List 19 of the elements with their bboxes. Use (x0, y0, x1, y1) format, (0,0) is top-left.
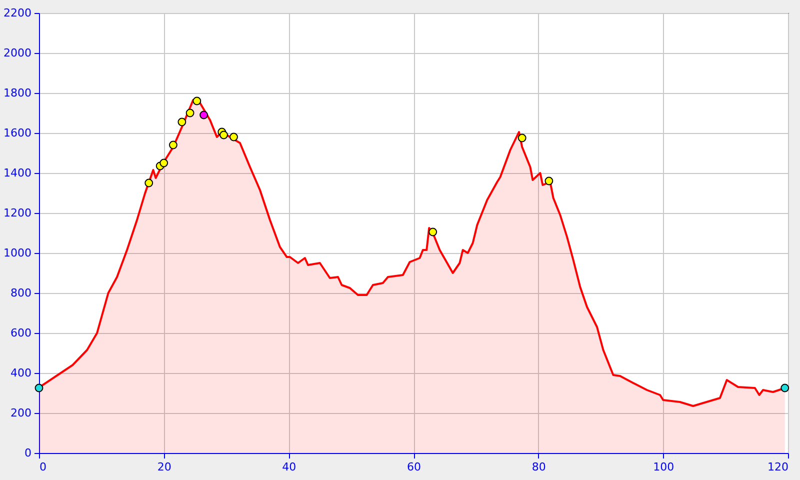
x-tick-label: 80 (532, 460, 546, 474)
x-tick-label: 40 (282, 460, 296, 474)
x-tick-label: 100 (653, 460, 674, 474)
y-tick-label: 1800 (4, 86, 32, 100)
x-tick-label: 120 (768, 460, 788, 474)
x-tick-label: 60 (407, 460, 421, 474)
y-tick-label: 1000 (4, 246, 32, 260)
y-tick-label: 400 (10, 366, 32, 380)
y-tick-label: 600 (10, 326, 32, 340)
y-tick-label: 800 (10, 286, 32, 300)
y-tick-label: 0 (24, 446, 32, 460)
y-tick-label: 1400 (4, 166, 32, 180)
x-tick-label: 0 (40, 460, 46, 474)
y-tick-label: 1600 (4, 126, 32, 140)
y-tick-label: 200 (10, 406, 32, 420)
y-tick-label: 2200 (4, 6, 32, 20)
y-tick-label: 1200 (4, 206, 32, 220)
y-tick-label: 2000 (4, 46, 32, 60)
x-tick-label: 20 (157, 460, 172, 474)
